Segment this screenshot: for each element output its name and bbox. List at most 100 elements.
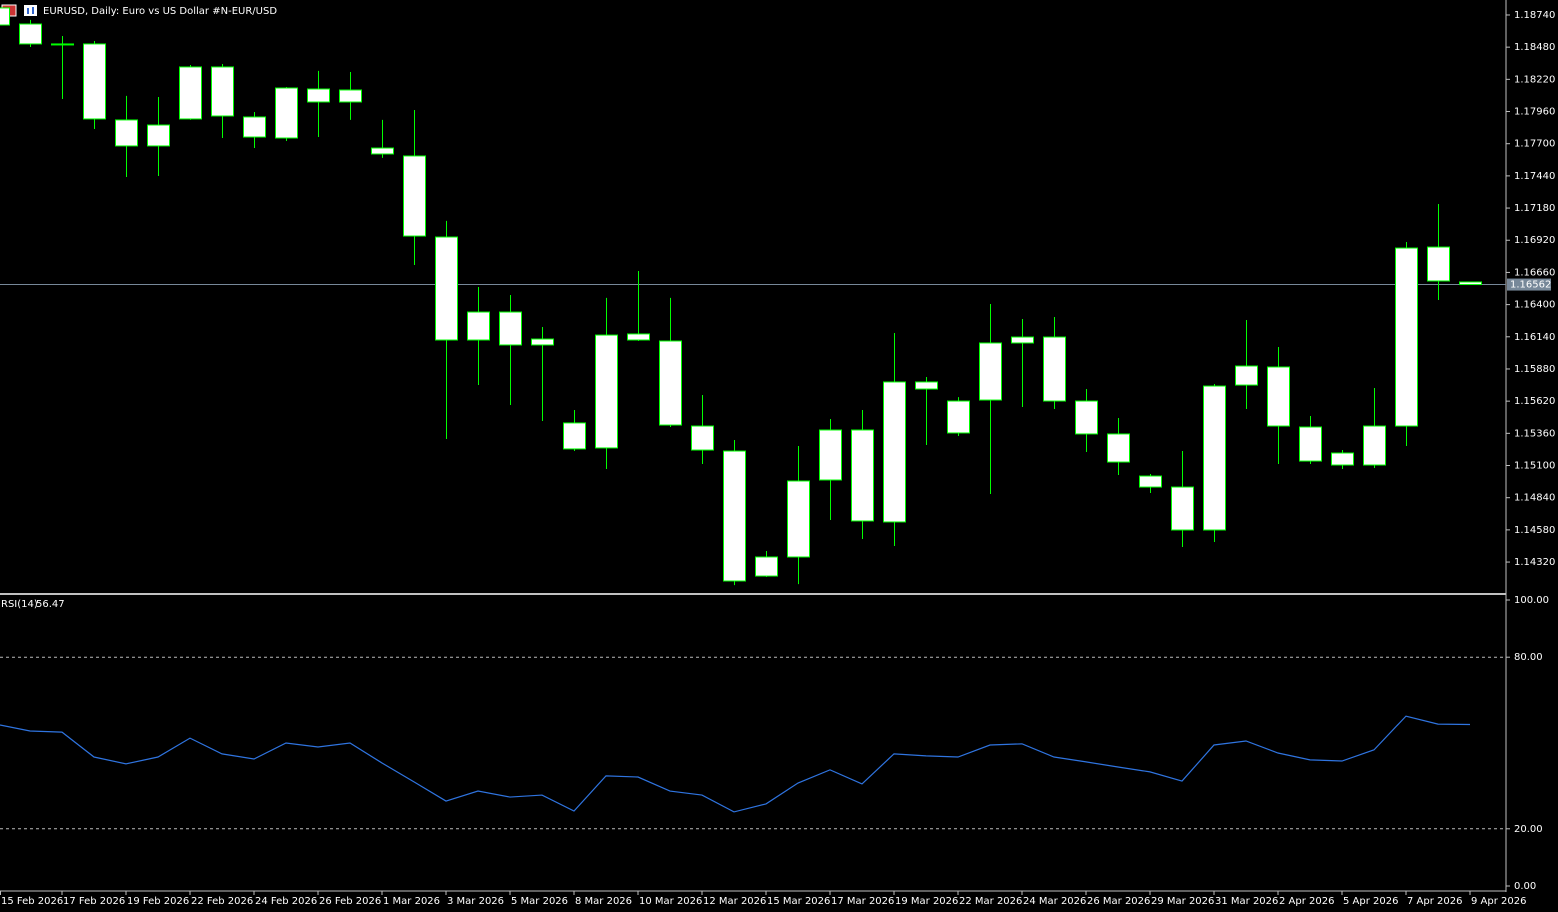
candle-body <box>1395 247 1418 427</box>
price-tag-label: 1.16562 <box>1510 280 1551 291</box>
y-tick-label: 1.15620 <box>1514 396 1555 407</box>
y-tick-label: 1.14840 <box>1514 493 1555 504</box>
candle-body <box>211 66 234 117</box>
y-tick-label: 0.00 <box>1514 881 1536 892</box>
candle-body <box>19 23 42 45</box>
y-tick-label: 1.16400 <box>1514 300 1555 311</box>
candle-body <box>1235 365 1258 386</box>
x-tick-label: 26 Feb 2026 <box>319 896 381 907</box>
candle-body <box>115 119 138 147</box>
y-tick-label: 1.16660 <box>1514 267 1555 278</box>
y-tick-label: 80.00 <box>1514 652 1543 663</box>
x-tick-label: 8 Mar 2026 <box>575 896 632 907</box>
x-tick-label: 5 Mar 2026 <box>511 896 568 907</box>
y-tick-label: 1.14580 <box>1514 525 1555 536</box>
candle-body <box>723 450 746 582</box>
candle-body <box>787 480 810 558</box>
price-tag <box>1507 278 1551 291</box>
candle-body <box>979 342 1002 401</box>
y-tick-label: 1.14320 <box>1514 557 1555 568</box>
candle-body <box>1331 452 1354 466</box>
candle-body <box>947 400 970 434</box>
x-tick-label: 12 Mar 2026 <box>703 896 766 907</box>
y-tick-label: 1.16920 <box>1514 235 1555 246</box>
x-tick-label: 29 Mar 2026 <box>1151 896 1214 907</box>
x-tick-label: 2 Apr 2026 <box>1279 896 1334 907</box>
x-tick-label: 19 Mar 2026 <box>895 896 958 907</box>
candle-body <box>467 311 490 341</box>
candle-body <box>531 338 554 346</box>
candle-body <box>1139 475 1162 488</box>
candle-body <box>147 124 170 147</box>
y-tick-label: 1.15880 <box>1514 364 1555 375</box>
candle-body <box>851 429 874 522</box>
candle-body <box>51 43 74 46</box>
candle-body <box>499 311 522 346</box>
candle-body <box>755 556 778 577</box>
candle-body <box>275 87 298 139</box>
y-tick-label: 1.17700 <box>1514 139 1555 150</box>
candle-body <box>83 43 106 120</box>
chart-icon-bar <box>32 7 34 14</box>
candle-body <box>595 334 618 449</box>
x-tick-label: 24 Feb 2026 <box>255 896 317 907</box>
x-tick-label: 15 Mar 2026 <box>767 896 830 907</box>
candle-body <box>1299 426 1322 462</box>
rsi-value: 56.47 <box>36 599 65 610</box>
chart-icon-bar <box>27 8 29 14</box>
y-tick-label: 1.17440 <box>1514 171 1555 182</box>
rsi-name: RSI(14) <box>1 599 38 610</box>
candle-body <box>819 429 842 481</box>
candle-body <box>307 88 330 103</box>
candle-body <box>1203 385 1226 531</box>
candle-body <box>0 7 10 26</box>
x-tick-label: 1 Mar 2026 <box>383 896 440 907</box>
candle-body <box>403 155 426 237</box>
y-tick-label: 1.15100 <box>1514 461 1555 472</box>
chart-icon <box>24 5 37 16</box>
x-tick-label: 19 Feb 2026 <box>127 896 189 907</box>
x-tick-label: 17 Mar 2026 <box>831 896 894 907</box>
candle-body <box>1363 425 1386 466</box>
y-tick-label: 1.18220 <box>1514 74 1555 85</box>
candle-body <box>339 89 362 103</box>
y-tick-label: 1.17960 <box>1514 107 1555 118</box>
candle-body <box>1107 433 1130 463</box>
x-tick-label: 5 Apr 2026 <box>1343 896 1398 907</box>
candle-body <box>1267 366 1290 427</box>
x-tick-label: 22 Mar 2026 <box>959 896 1022 907</box>
candle-body <box>915 381 938 390</box>
y-tick-label: 1.15360 <box>1514 428 1555 439</box>
x-tick-label: 22 Feb 2026 <box>191 896 253 907</box>
x-tick-label: 24 Mar 2026 <box>1023 896 1086 907</box>
y-tick-label: 100.00 <box>1514 595 1549 606</box>
candle-body <box>435 236 458 341</box>
y-tick-label: 20.00 <box>1514 824 1543 835</box>
candle-body <box>563 422 586 450</box>
y-tick-label: 1.18480 <box>1514 42 1555 53</box>
candle-body <box>883 381 906 523</box>
candle-body <box>1459 281 1482 286</box>
candle-body <box>371 147 394 155</box>
candle-body <box>1171 486 1194 531</box>
candle-body <box>1427 246 1450 282</box>
y-tick-label: 1.17180 <box>1514 203 1555 214</box>
y-tick-label: 1.18740 <box>1514 10 1555 21</box>
x-tick-label: 10 Mar 2026 <box>639 896 702 907</box>
candle-body <box>627 333 650 341</box>
candle-body <box>1011 336 1034 344</box>
candle-body <box>1075 400 1098 435</box>
chart-title: EURUSD, Daily: Euro vs US Dollar #N-EUR/… <box>43 6 277 17</box>
y-tick-label: 1.16140 <box>1514 332 1555 343</box>
x-tick-label: 9 Apr 2026 <box>1471 896 1526 907</box>
candle-body <box>243 116 266 138</box>
x-tick-label: 26 Mar 2026 <box>1087 896 1150 907</box>
x-tick-label: 15 Feb 2026 <box>1 896 63 907</box>
candle-body <box>1043 336 1066 402</box>
x-tick-label: 17 Feb 2026 <box>63 896 125 907</box>
candle-body <box>659 340 682 426</box>
x-tick-label: 31 Mar 2026 <box>1215 896 1278 907</box>
candle-body <box>691 425 714 451</box>
